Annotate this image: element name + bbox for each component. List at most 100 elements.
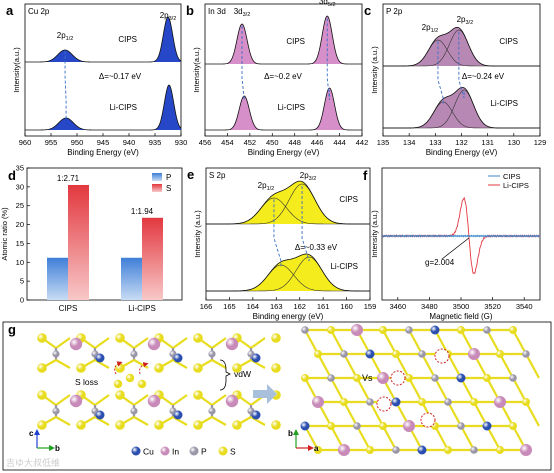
panel-g-atom-cu-top-0 <box>95 353 105 363</box>
panel-g-atom-in-top-3-7 <box>494 396 506 408</box>
panel-g-atom-s-top-dn-1 <box>76 363 86 373</box>
panel-g-atom-in-top-0-2 <box>351 324 363 336</box>
panel-g-atom-p-top-3-2 <box>366 398 374 406</box>
panel-e-peak-label-0: 2p1/2 <box>258 181 275 192</box>
panel-g-dbond-2-2 <box>356 377 371 403</box>
panel-e-series-0-name: CIPS <box>339 195 358 204</box>
panel-g-dbond-0-4 <box>408 329 423 355</box>
panel-a-peak-label-sub-0: 1/2 <box>66 36 74 42</box>
panel-g-atom-in-top-5-1 <box>338 444 350 456</box>
panel-d-ytick-label-4: 20 <box>16 220 24 229</box>
panel-g-bond-top-2b <box>133 337 149 349</box>
panel-g-atom-s-bottom-dn-1 <box>76 420 86 430</box>
panel-g-atom-s-bottom-up-0 <box>37 390 47 400</box>
panel-g-atom-p-top-4 <box>208 350 216 358</box>
panel-e-series-1-name: Li-CIPS <box>330 262 358 271</box>
panel-g-atom-cu-bottom-2 <box>251 410 261 420</box>
panel-g-atom-s-loss-2 <box>137 379 147 389</box>
panel-g-atom-p-top-4-2 <box>353 422 361 430</box>
panel-e-xtick-label-6: 160 <box>340 302 353 311</box>
panel-g-atom-cu-top-5-4 <box>417 445 427 455</box>
panel-c-series-0-line <box>383 26 540 67</box>
panel-c-series-0-name: CIPS <box>499 37 518 46</box>
panel-g-atom-s-top-5-0 <box>314 446 322 454</box>
panel-d-ytick-label-0: 0 <box>20 296 24 305</box>
panel-g-bond-bottom-1b <box>94 394 110 406</box>
panel-g-dbond-1-1 <box>343 353 358 379</box>
panel-c-peak-label-main-1: 2p <box>457 15 466 24</box>
panel-g-vacancy-3 <box>420 412 436 428</box>
panel-g-atom-cu-top-1-2 <box>365 349 375 359</box>
panel-b-series-1-line <box>205 87 362 131</box>
panel-b-peak-label-main-1: 3d <box>319 0 328 6</box>
panel-g-atom-s-top-1-7 <box>496 350 504 358</box>
panel-a-ylabel: Intensity(a.u.) <box>12 47 21 93</box>
panel-d-ytick-label-5: 25 <box>16 201 24 210</box>
panel-g-dbond-1-7 <box>499 353 514 379</box>
panel-b-ylabel: Intensity(a.u.) <box>192 47 201 93</box>
panel-g-atom-p-top-5-3 <box>392 446 400 454</box>
panel-a-xtick-label-6: 930 <box>175 138 188 147</box>
panel-g-atom-in-top-3-0 <box>312 396 324 408</box>
panel-g-atom-s-top-0-1 <box>327 326 335 334</box>
panel-g-dbond-2-4 <box>408 377 423 403</box>
panel-g-atom-p-bottom-4 <box>208 407 216 415</box>
panel-g-atom-in-top-2-3 <box>377 372 389 384</box>
panel-g-atom-s-top-dn-0 <box>37 363 47 373</box>
panel-c-xtick-label-3: 132 <box>455 138 468 147</box>
panel-e-title: S 2p <box>209 171 226 180</box>
panel-g-atom-p-top-0 <box>52 350 60 358</box>
panel-b-series-0-name: CIPS <box>286 37 305 46</box>
panel-a-peak-label-0: 2p1/2 <box>57 31 74 42</box>
panel-c-peak-label-0: 2p1/2 <box>422 23 439 34</box>
panel-g-atom-p-bottom-2 <box>130 407 138 415</box>
panel-g-atom-s-bottom-dn-5 <box>232 420 242 430</box>
panel-g-axis-right-up-label: b <box>288 429 293 438</box>
panel-g-atom-p-top-1-1 <box>340 350 348 358</box>
panel-e-peak-label-main-1: 2p <box>300 171 309 180</box>
panel-e-xtick-label-0: 166 <box>200 302 213 311</box>
panel-g-atom-s-top-up-4 <box>193 333 203 343</box>
panel-g-atom-in-top-0 <box>69 337 83 351</box>
panel-e-xtick-label-3: 163 <box>270 302 283 311</box>
panel-g-dbond-4-2 <box>356 425 371 451</box>
panel-g-atom-in-top-4-4 <box>403 420 415 432</box>
panel-g-dbond-3-6 <box>473 401 488 427</box>
panel-b-xtick-label-7: 442 <box>356 138 369 147</box>
panel-g-atom-p-top-0-4 <box>405 326 413 334</box>
panel-g-atom-s-top-dn-2 <box>115 363 125 373</box>
panel-g-atom-p-top-5-6 <box>470 446 478 454</box>
panel-d-bar-P-1 <box>121 257 142 300</box>
panel-d-ytick-label-6: 30 <box>16 182 24 191</box>
panel-c-peak-label-main-0: 2p <box>422 23 431 32</box>
panel-d-legend-swatch-P <box>152 173 162 181</box>
panel-f-legend-label-0: CIPS <box>503 172 521 181</box>
panel-g-atom-s-loss-1 <box>125 373 135 383</box>
panel-g-atom-s-bottom-dn-3 <box>154 420 164 430</box>
panel-g-atom-s-top-up-2 <box>115 333 125 343</box>
panel-c-xtick-label-0: 135 <box>377 138 390 147</box>
panel-g-dbond-3-8 <box>525 401 540 427</box>
panel-g-dbond-4-3 <box>382 425 397 451</box>
panel-g-atom-s-top-5-7 <box>496 446 504 454</box>
panel-g-bond-bottom-0b <box>55 394 71 406</box>
panel-b-series-0-line <box>205 15 362 65</box>
panel-g-dbond-4-7 <box>486 425 501 451</box>
panel-g-bond-top-1b <box>94 337 110 349</box>
panel-e-frame <box>205 167 371 301</box>
panel-g-atom-s-top-3-4 <box>418 398 426 406</box>
panel-g-atom-s-top-0-8 <box>509 326 517 334</box>
panel-g-atom-s-bottom-dn-4 <box>193 420 203 430</box>
panel-g-vacancy-2 <box>376 396 392 412</box>
panel-a-xtick-label-3: 945 <box>97 138 110 147</box>
panel-e-series-1-fill <box>206 254 370 291</box>
panel-a-xtick-label-2: 950 <box>71 138 84 147</box>
panel-a-peak-label-1: 2p3/2 <box>160 11 177 22</box>
panel-g-bond-top-4b <box>211 337 227 349</box>
panel-a-series-1-name: Li-CIPS <box>109 103 137 112</box>
panel-c-xtick-label-2: 133 <box>429 138 442 147</box>
panel-g-legend-label-3: S <box>230 447 236 457</box>
panel-g-frame <box>2 321 552 471</box>
panel-g-atom-s-top-dn-6 <box>271 363 281 373</box>
panel-g-vacancy-0 <box>390 370 406 386</box>
